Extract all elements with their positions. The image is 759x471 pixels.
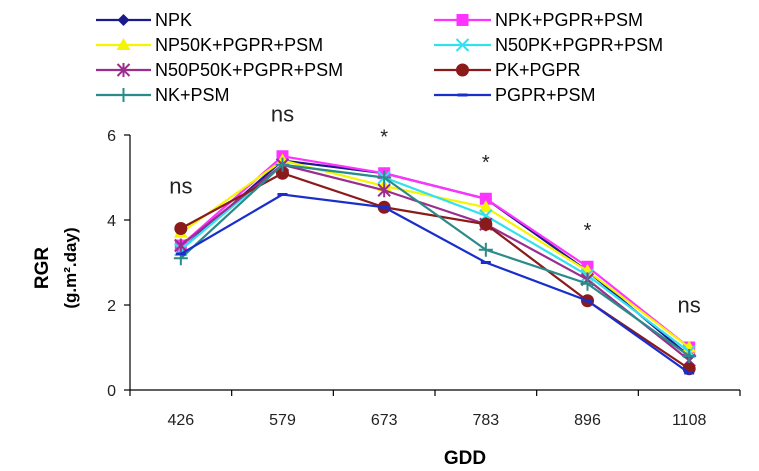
y-tick-label: 2 bbox=[107, 298, 116, 315]
legend-label: N50PK+PGPR+PSM bbox=[495, 35, 663, 55]
y-tick-label: 4 bbox=[107, 213, 116, 230]
legend-marker bbox=[456, 14, 469, 26]
legend-label: NPK+PGPR+PSM bbox=[495, 10, 643, 30]
x-tick-label: 579 bbox=[269, 412, 296, 429]
legend-marker bbox=[116, 88, 131, 102]
data-point bbox=[275, 157, 290, 172]
legend-marker bbox=[117, 14, 130, 26]
legend-item: PK+PGPR bbox=[434, 60, 581, 80]
x-axis-title: GDD bbox=[444, 448, 486, 469]
data-point bbox=[682, 349, 697, 363]
series-line bbox=[180, 163, 690, 357]
series-group bbox=[173, 150, 697, 376]
legend-label: N50P50K+PGPR+PSM bbox=[155, 60, 343, 80]
y-axis-title: RGR bbox=[32, 247, 53, 290]
series-line bbox=[180, 163, 690, 353]
data-point bbox=[479, 192, 492, 205]
legend-item: NPK bbox=[96, 10, 192, 30]
y-axis-unit: (g.m².day) bbox=[61, 227, 80, 308]
data-point bbox=[276, 166, 289, 180]
series-line bbox=[180, 159, 690, 357]
x-tick-label: 1108 bbox=[672, 412, 707, 429]
plot-area: 0 2 4 6 426 579 673 783 896 1108 ns ns * * * ns bbox=[107, 101, 741, 429]
legend-item: NPK+PGPR+PSM bbox=[434, 10, 643, 30]
data-point bbox=[174, 222, 188, 235]
legend-item: NK+PSM bbox=[96, 85, 230, 105]
data-point bbox=[478, 200, 493, 213]
significance-label: * bbox=[380, 126, 388, 148]
legend-item: N50PK+PGPR+PSM bbox=[434, 35, 663, 55]
significance-label: * bbox=[584, 220, 592, 242]
legend-marker bbox=[116, 38, 131, 50]
legend-marker bbox=[116, 63, 131, 77]
x-tick-label: 896 bbox=[574, 412, 601, 429]
legend-label: NPK bbox=[155, 10, 192, 30]
series-line bbox=[180, 155, 690, 349]
series-6 bbox=[173, 157, 697, 363]
data-point bbox=[478, 242, 493, 257]
significance-annotations: ns ns * * * ns bbox=[169, 101, 701, 317]
data-point bbox=[480, 261, 491, 264]
series-7 bbox=[175, 193, 695, 375]
series-line bbox=[180, 172, 690, 370]
significance-label: * bbox=[482, 152, 490, 174]
data-point bbox=[479, 217, 493, 231]
legend-item: PGPR+PSM bbox=[434, 85, 596, 105]
data-point bbox=[277, 193, 288, 196]
data-point bbox=[377, 170, 392, 185]
data-point bbox=[174, 238, 188, 253]
data-point bbox=[582, 299, 593, 303]
series-line bbox=[180, 163, 690, 362]
x-ticks: 426 579 673 783 896 1108 bbox=[129, 390, 741, 429]
data-point bbox=[580, 276, 595, 291]
legend-label: PK+PGPR bbox=[495, 60, 581, 80]
x-tick-label: 673 bbox=[371, 412, 398, 429]
data-point bbox=[684, 371, 695, 375]
legend-marker bbox=[456, 63, 469, 77]
legend-marker bbox=[455, 38, 470, 52]
significance-label: ns bbox=[271, 101, 294, 126]
data-point bbox=[379, 205, 390, 209]
significance-label: ns bbox=[169, 174, 192, 199]
legend-marker bbox=[457, 93, 468, 97]
y-ticks: 0 2 4 6 bbox=[107, 128, 130, 400]
x-tick-label: 426 bbox=[167, 412, 194, 429]
x-tick-label: 783 bbox=[472, 412, 499, 429]
series-line bbox=[180, 193, 690, 374]
y-tick-label: 0 bbox=[107, 383, 116, 400]
legend-label: PGPR+PSM bbox=[495, 85, 596, 105]
y-tick-label: 6 bbox=[107, 128, 116, 145]
legend-item: N50P50K+PGPR+PSM bbox=[96, 60, 343, 80]
legend-item: NP50K+PGPR+PSM bbox=[96, 35, 323, 55]
series-5 bbox=[174, 166, 696, 376]
legend-label: NK+PSM bbox=[155, 85, 230, 105]
significance-label: ns bbox=[678, 293, 701, 318]
data-point bbox=[175, 252, 186, 256]
data-point bbox=[377, 183, 391, 198]
legend-label: NP50K+PGPR+PSM bbox=[155, 35, 323, 55]
legend: NPK NPK+PGPR+PSM NP50K+PGPR+PSM N50PK+PGPR+… bbox=[96, 10, 663, 105]
